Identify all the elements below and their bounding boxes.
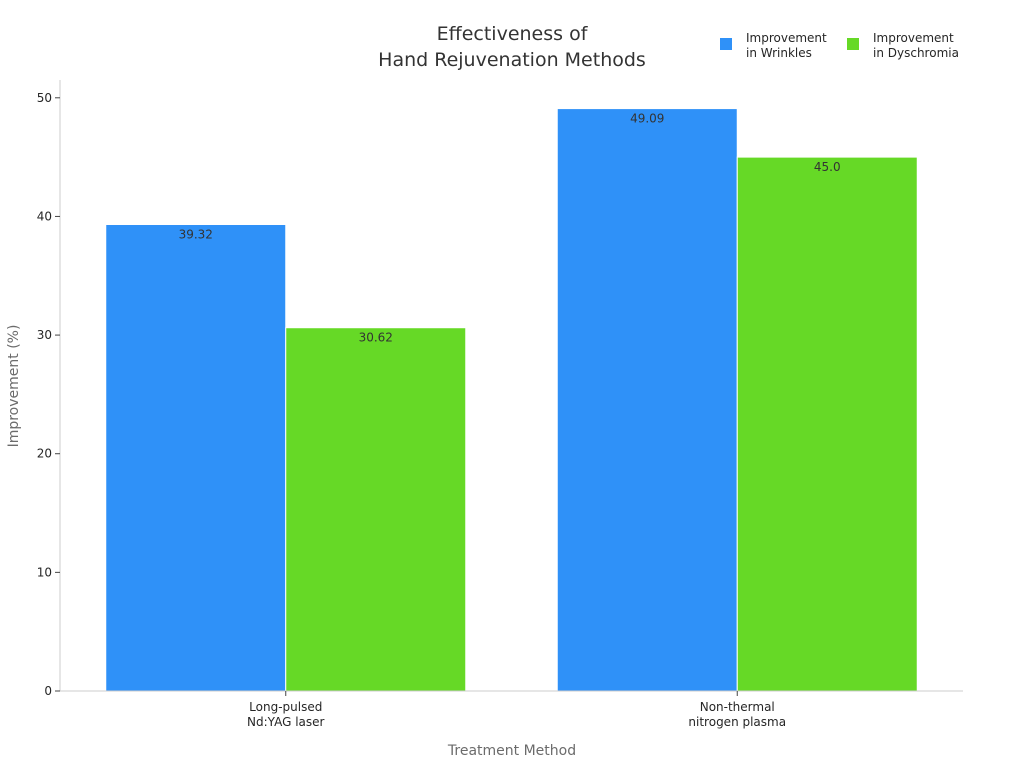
legend-label: Improvement bbox=[873, 31, 954, 45]
chart-title-line: Effectiveness of bbox=[437, 23, 589, 45]
x-tick-label: Nd:YAG laser bbox=[247, 715, 324, 729]
x-tick-label: Long-pulsed bbox=[249, 700, 322, 714]
y-tick-label: 40 bbox=[37, 209, 52, 223]
data-label: 39.32 bbox=[179, 228, 213, 242]
y-tick-label: 0 bbox=[44, 684, 52, 698]
legend-swatch bbox=[720, 38, 732, 50]
bars bbox=[105, 108, 918, 692]
y-axis-title: Improvement (%) bbox=[6, 325, 22, 448]
y-tick-label: 30 bbox=[37, 328, 52, 342]
chart-title-line: Hand Rejuvenation Methods bbox=[378, 49, 646, 71]
y-tick-label: 50 bbox=[37, 91, 52, 105]
y-tick-label: 10 bbox=[37, 565, 52, 579]
y-tick-label: 20 bbox=[37, 447, 52, 461]
data-label: 30.62 bbox=[359, 331, 393, 345]
bar bbox=[285, 327, 467, 692]
data-label: 45.0 bbox=[814, 160, 841, 174]
legend-label: in Wrinkles bbox=[746, 46, 812, 60]
data-label: 49.09 bbox=[630, 112, 664, 126]
x-axis-title: Treatment Method bbox=[447, 743, 576, 759]
data-labels: 39.32 30.62 49.09 45.0 bbox=[179, 112, 841, 345]
x-tick-label: Non-thermal bbox=[700, 700, 775, 714]
x-tick-label: nitrogen plasma bbox=[688, 715, 786, 729]
chart-title: Effectiveness of Hand Rejuvenation Method… bbox=[378, 23, 646, 71]
legend-label: in Dyschromia bbox=[873, 46, 959, 60]
bar bbox=[736, 156, 918, 692]
legend-swatch bbox=[847, 38, 859, 50]
bar bbox=[556, 108, 738, 692]
legend-label: Improvement bbox=[746, 31, 827, 45]
bar bbox=[105, 224, 287, 692]
